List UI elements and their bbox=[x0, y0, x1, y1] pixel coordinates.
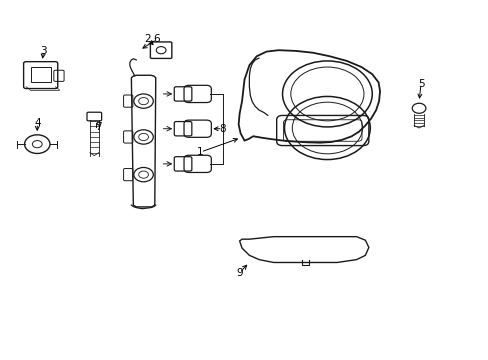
Text: 6: 6 bbox=[153, 35, 160, 44]
Text: 9: 9 bbox=[236, 267, 243, 278]
Text: 8: 8 bbox=[219, 124, 225, 134]
Text: 1: 1 bbox=[197, 147, 203, 157]
Bar bbox=[31, 67, 51, 82]
Text: 3: 3 bbox=[40, 46, 47, 56]
Text: 7: 7 bbox=[95, 122, 102, 132]
Text: 2: 2 bbox=[144, 35, 151, 44]
Text: 4: 4 bbox=[34, 118, 41, 128]
Text: 5: 5 bbox=[417, 79, 424, 89]
